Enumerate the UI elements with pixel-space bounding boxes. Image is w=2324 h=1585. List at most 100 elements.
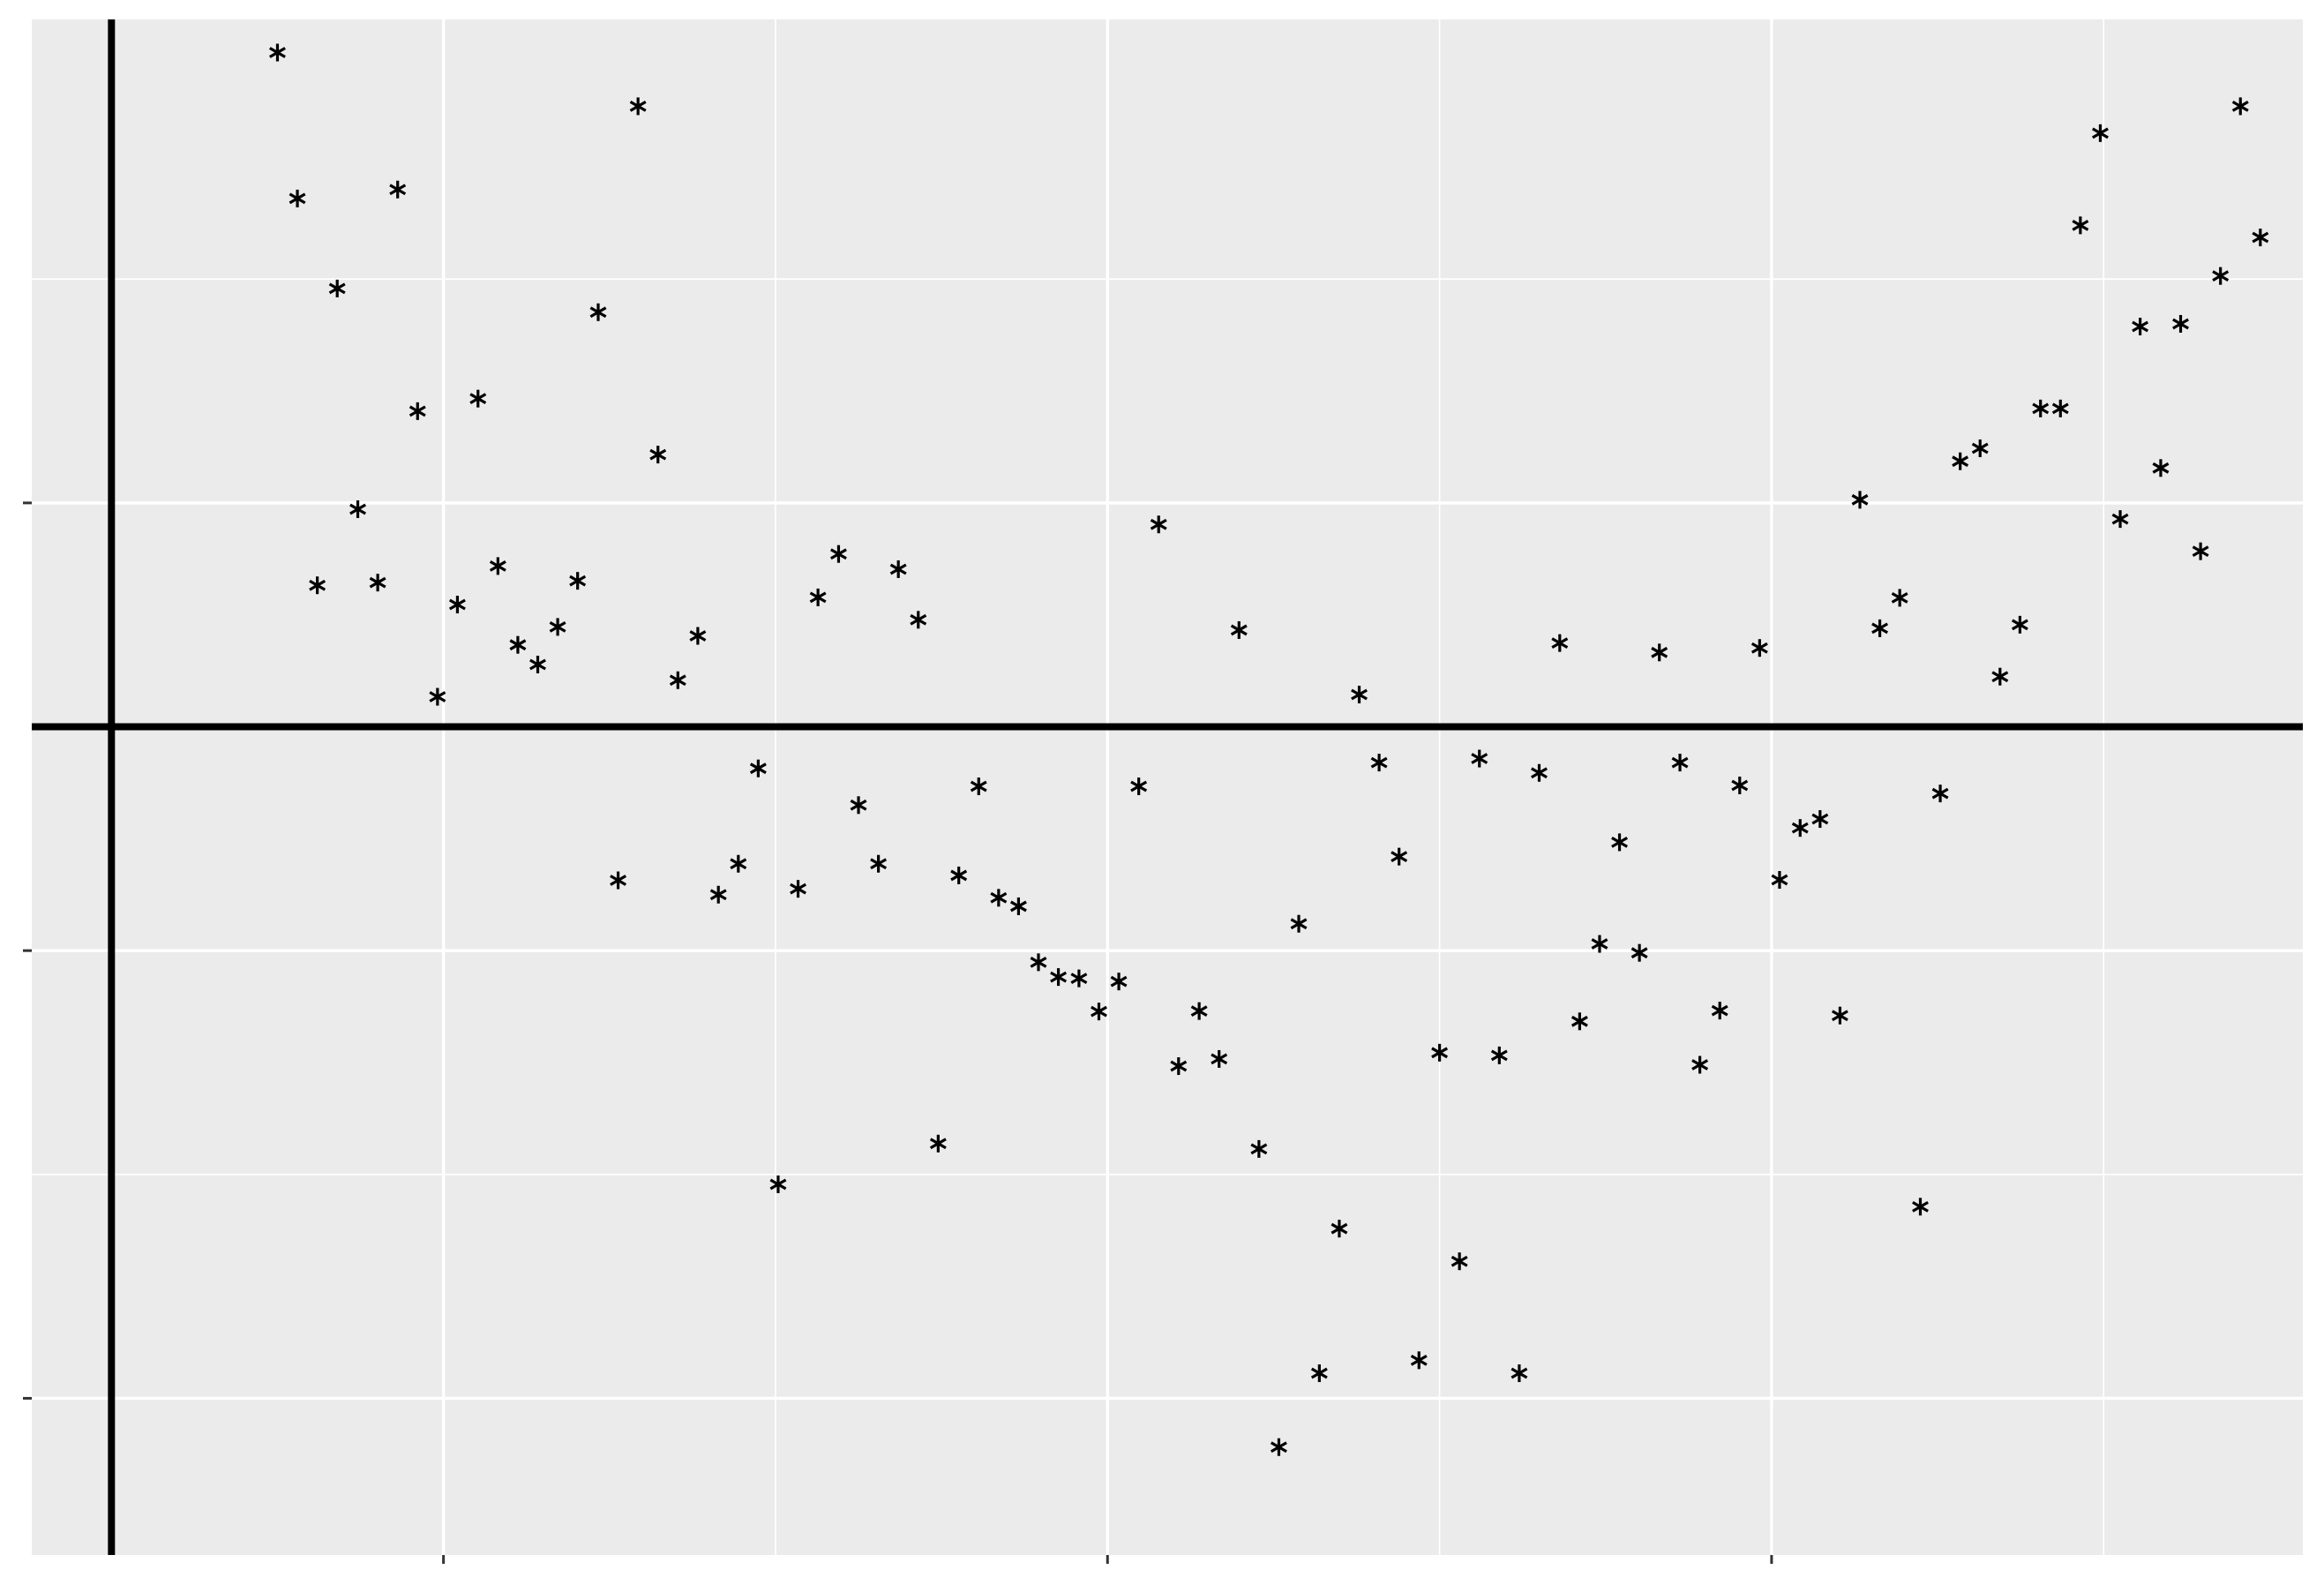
- data-point: [870, 854, 888, 873]
- data-point: [1631, 943, 1648, 962]
- data-point: [1110, 973, 1128, 991]
- data-point: [1170, 1057, 1188, 1076]
- data-point: [448, 596, 466, 614]
- data-point: [1551, 634, 1569, 652]
- data-point: [328, 279, 346, 297]
- data-point: [1611, 833, 1629, 852]
- data-point: [1871, 619, 1889, 637]
- data-point: [1931, 785, 1949, 803]
- data-point: [2252, 229, 2269, 247]
- data-point: [1571, 1012, 1588, 1031]
- data-point: [2051, 399, 2069, 417]
- data-point: [2032, 399, 2050, 417]
- data-point: [1150, 515, 1167, 534]
- data-point: [1952, 452, 1969, 470]
- data-point: [929, 1134, 947, 1153]
- data-point: [1070, 969, 1088, 988]
- data-point: [1391, 847, 1408, 866]
- data-point: [1351, 685, 1368, 703]
- data-point: [1891, 589, 1908, 607]
- data-point: [649, 446, 667, 464]
- data-point: [409, 402, 426, 420]
- data-point: [1831, 1006, 1848, 1025]
- data-point: [1410, 1351, 1428, 1370]
- data-point: [429, 687, 446, 706]
- data-point: [1711, 1002, 1728, 1020]
- data-point: [1771, 871, 1788, 890]
- data-point: [1490, 1046, 1508, 1064]
- data-point: [2152, 459, 2170, 477]
- data-point: [2212, 267, 2230, 285]
- data-point: [2072, 216, 2089, 235]
- data-point: [829, 545, 847, 563]
- data-point: [1791, 819, 1809, 838]
- data-point: [1971, 439, 1989, 457]
- data-point: [1912, 1198, 1929, 1216]
- data-point: [610, 871, 627, 890]
- data-point: [790, 880, 806, 898]
- data-point: [1671, 754, 1689, 772]
- plot-panel: [32, 19, 2303, 1555]
- data-point: [1030, 953, 1047, 972]
- axis-ticks: [23, 501, 1773, 1564]
- data-point: [349, 500, 367, 518]
- data-point: [1290, 914, 1308, 933]
- data-point: [629, 97, 647, 116]
- data-point: [269, 43, 286, 62]
- data-point: [1211, 1049, 1228, 1068]
- reference-lines: [32, 19, 2303, 1555]
- data-point: [289, 189, 306, 207]
- data-point: [709, 885, 727, 904]
- data-point: [910, 611, 927, 629]
- data-point: [489, 557, 506, 575]
- data-point: [2132, 318, 2149, 335]
- data-point: [509, 635, 527, 654]
- data-point: [1091, 1003, 1107, 1021]
- data-point: [1451, 1252, 1468, 1271]
- data-point: [2231, 97, 2249, 116]
- data-point: [529, 656, 546, 674]
- data-point: [1009, 897, 1027, 915]
- data-point: [1431, 1043, 1449, 1062]
- data-point: [309, 576, 326, 595]
- data-point: [1851, 491, 1869, 509]
- data-point: [2091, 124, 2109, 142]
- data-point: [1691, 1055, 1709, 1074]
- data-point: [689, 627, 707, 645]
- data-point: [809, 588, 827, 606]
- data-point: [970, 777, 987, 795]
- data-point: [1230, 620, 1248, 639]
- data-point: [1591, 935, 1608, 953]
- data-point: [549, 618, 566, 636]
- data-point: [950, 866, 968, 884]
- data-point: [389, 180, 407, 199]
- data-points: [269, 43, 2269, 1456]
- data-point: [669, 671, 686, 689]
- data-point: [1130, 777, 1148, 795]
- data-point: [1370, 754, 1388, 772]
- data-point: [730, 854, 747, 873]
- data-point: [769, 1175, 787, 1193]
- data-point: [1331, 1220, 1348, 1238]
- data-point: [1511, 1364, 1528, 1383]
- data-point: [2111, 510, 2129, 529]
- data-point: [1531, 763, 1548, 782]
- data-point: [1651, 643, 1668, 662]
- data-point: [1811, 810, 1829, 829]
- data-point: [1471, 749, 1488, 768]
- data-point: [990, 889, 1008, 907]
- data-point: [850, 796, 867, 815]
- data-point: [469, 389, 487, 408]
- data-point: [569, 572, 587, 590]
- data-point: [1310, 1364, 1328, 1383]
- data-point: [1050, 968, 1068, 987]
- data-point: [589, 303, 607, 321]
- data-point: [2172, 314, 2189, 333]
- data-point: [2192, 542, 2209, 560]
- data-point: [1750, 639, 1768, 657]
- data-point: [1190, 1002, 1208, 1020]
- data-point: [2011, 615, 2028, 634]
- data-point: [1250, 1139, 1268, 1158]
- data-point: [369, 574, 386, 592]
